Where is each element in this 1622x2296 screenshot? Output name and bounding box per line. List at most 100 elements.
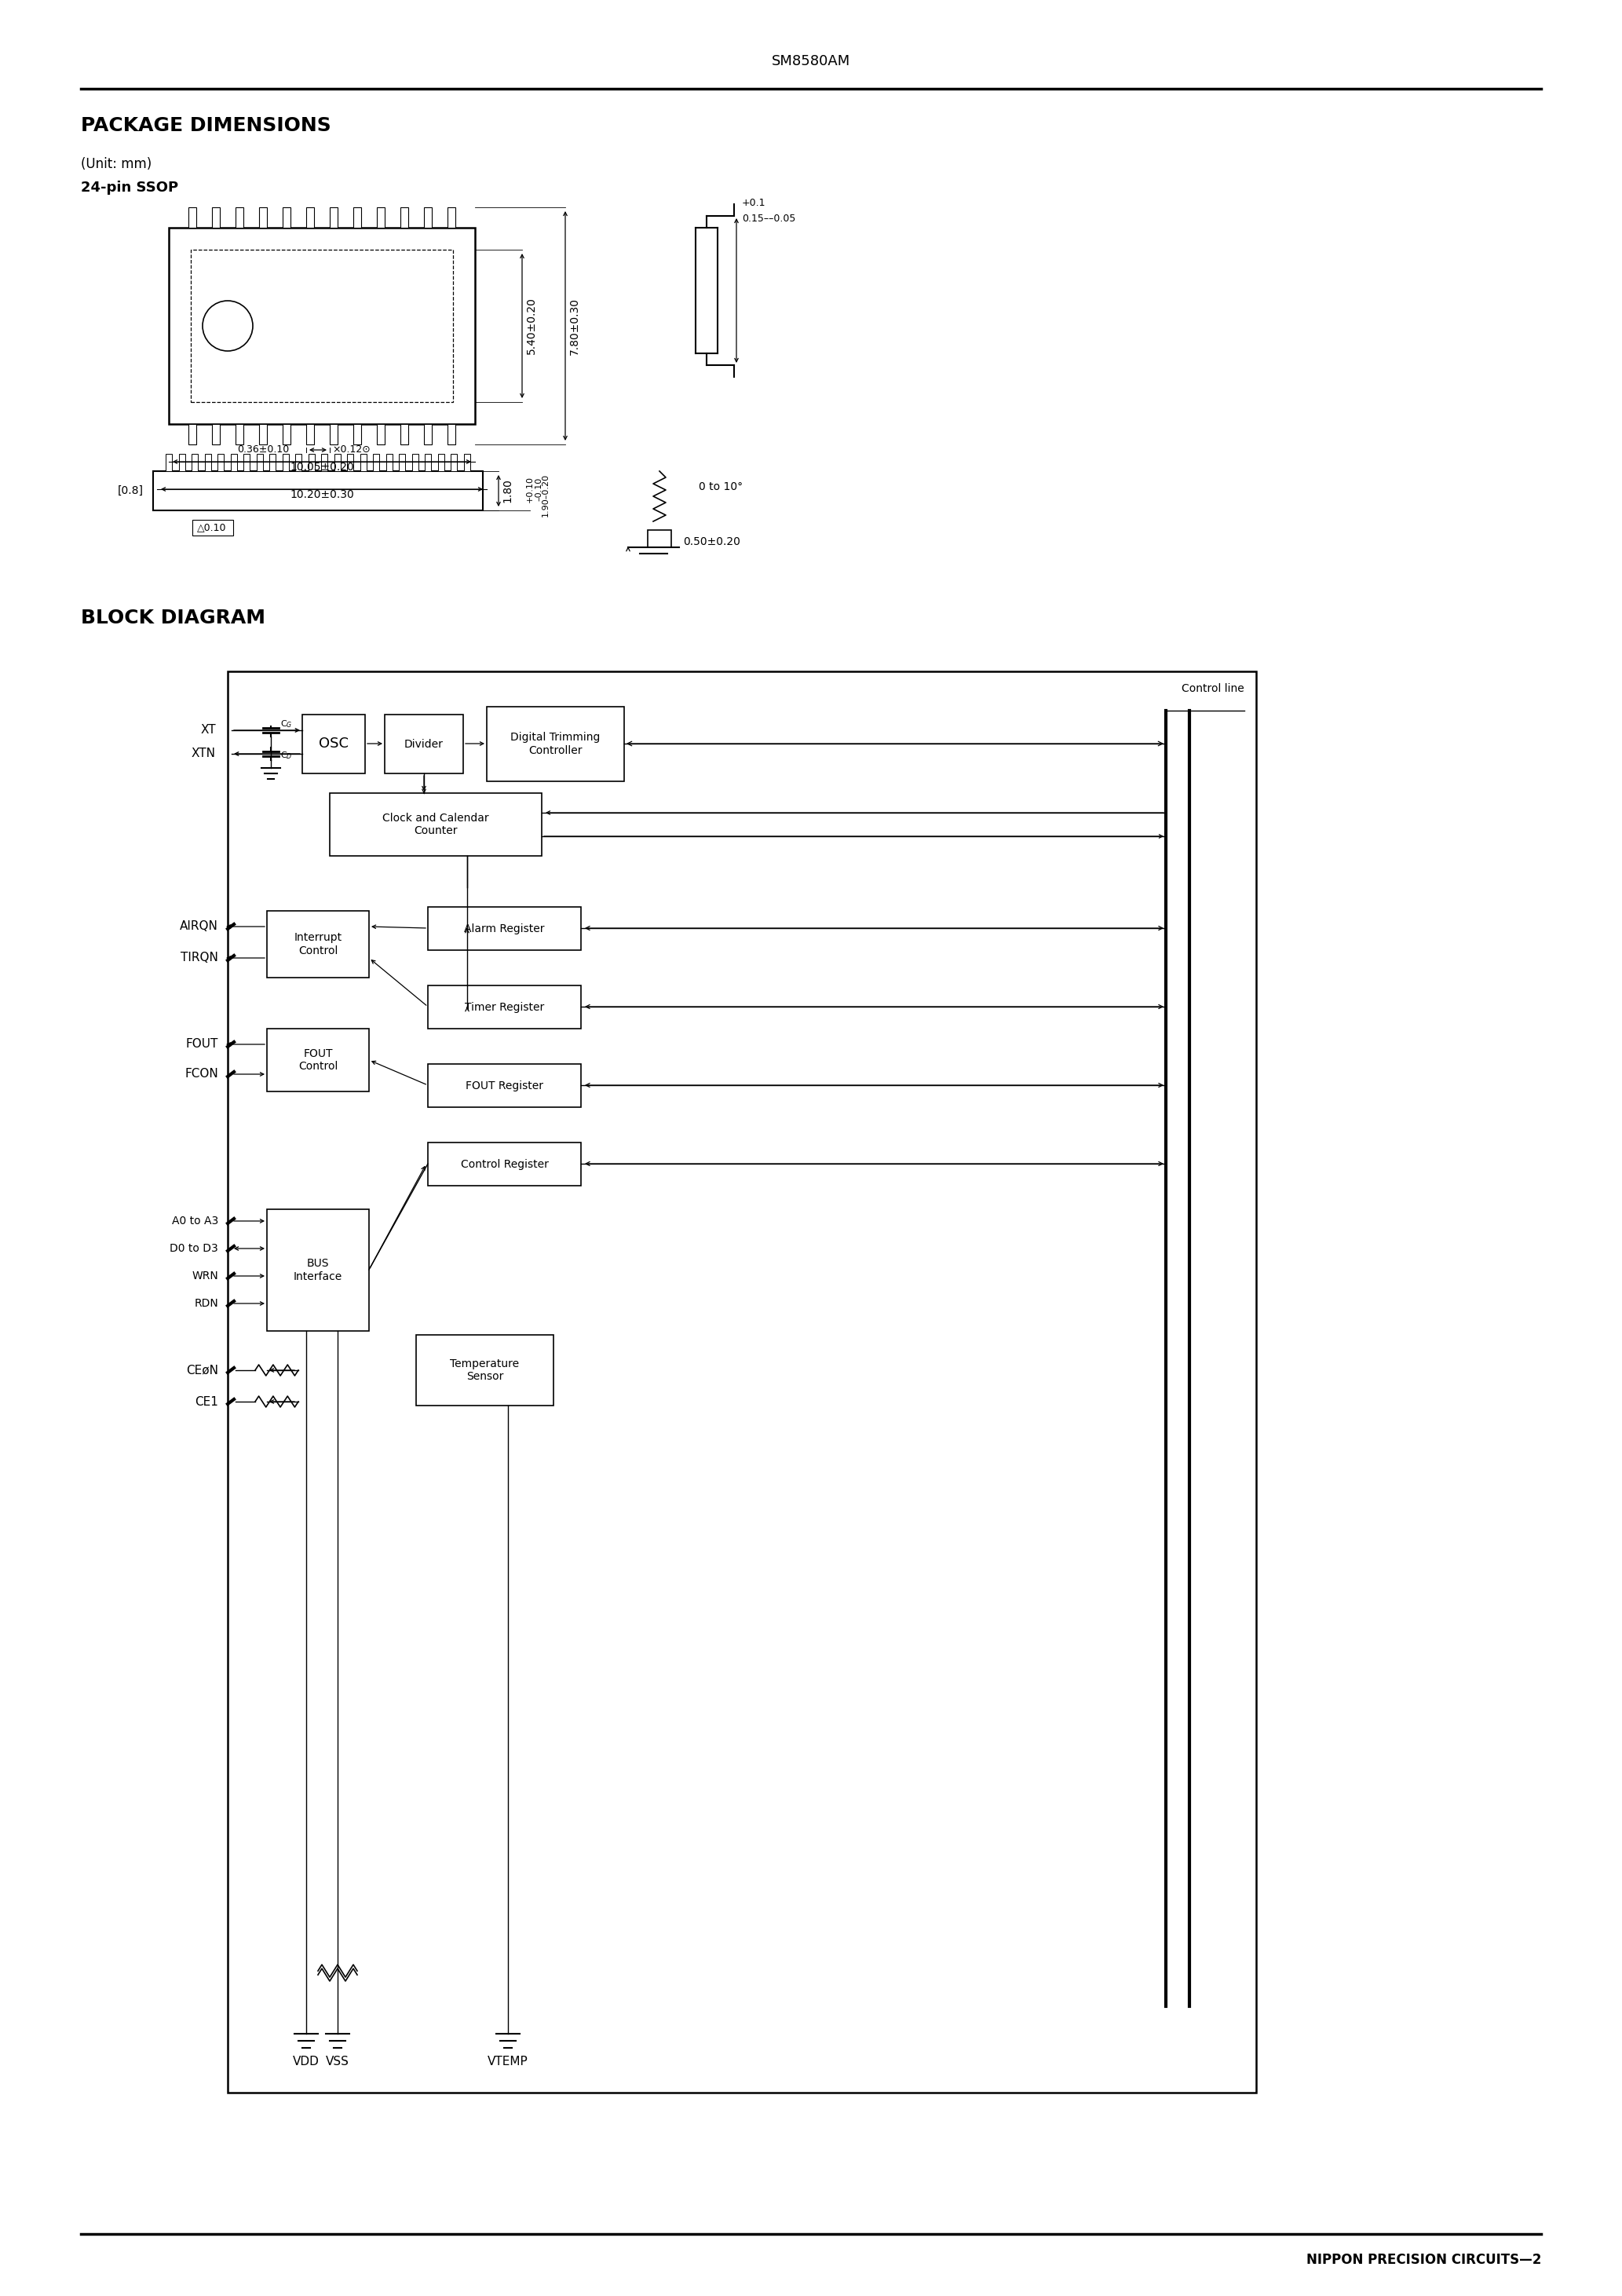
Text: SM8580AM: SM8580AM [772,55,850,69]
Bar [188,207,196,227]
Bar [401,207,409,227]
Bar [464,455,470,471]
Text: 0.36±0.10: 0.36±0.10 [237,445,289,455]
Text: Interrupt
Control: Interrupt Control [294,932,342,955]
Bar [334,455,341,471]
Text: PACKAGE DIMENSIONS: PACKAGE DIMENSIONS [81,117,331,135]
Bar [428,1143,581,1185]
Text: OSC: OSC [320,737,349,751]
Bar [423,425,431,445]
Bar [256,455,263,471]
Bar [428,985,581,1029]
Bar [307,207,315,227]
Bar [165,455,172,471]
Text: AIRQN: AIRQN [180,921,219,932]
Bar [354,207,362,227]
Bar [230,455,237,471]
Bar [217,455,224,471]
Text: XT: XT [201,723,216,737]
Bar [260,425,268,445]
Text: WRN: WRN [191,1270,219,1281]
Bar [384,714,464,774]
Text: VDD: VDD [294,2055,320,2066]
Text: 24-pin SSOP: 24-pin SSOP [81,181,178,195]
Text: 0.50±0.20: 0.50±0.20 [683,537,740,546]
Bar [260,207,268,227]
Bar [282,425,290,445]
Bar [282,455,289,471]
Bar [647,530,672,546]
Text: C$_G$: C$_G$ [281,719,292,730]
Text: FOUT: FOUT [187,1038,219,1049]
Bar [373,455,380,471]
Bar [169,227,475,425]
Text: FOUT Register: FOUT Register [466,1079,543,1091]
Bar [487,707,624,781]
Text: 7.80±0.30: 7.80±0.30 [569,296,581,354]
Bar [376,425,384,445]
Bar [451,455,457,471]
Text: 10.05±0.20: 10.05±0.20 [290,461,354,473]
Bar [188,425,196,445]
Text: Timer Register: Timer Register [464,1001,543,1013]
Bar [307,425,315,445]
Bar [227,670,1255,2092]
Text: D0 to D3: D0 to D3 [170,1242,219,1254]
Circle shape [203,301,253,351]
Text: TIRQN: TIRQN [180,953,219,964]
Text: Temperature
Sensor: Temperature Sensor [451,1359,519,1382]
Bar [438,455,444,471]
Text: Control Register: Control Register [461,1159,548,1169]
Bar [302,714,365,774]
Text: FCON: FCON [185,1068,219,1079]
Text: VTEMP: VTEMP [488,2055,529,2066]
Bar [152,471,483,510]
Bar [204,455,211,471]
Text: CEøN: CEøN [187,1364,219,1375]
Bar [448,425,456,445]
Bar [423,207,431,227]
Bar [268,1210,368,1332]
Bar [329,425,337,445]
Text: 1.80: 1.80 [501,478,513,503]
Bar [448,207,456,227]
Bar [354,425,362,445]
Text: BLOCK DIAGRAM: BLOCK DIAGRAM [81,608,266,627]
Text: Control line: Control line [1182,684,1244,693]
Text: FOUT
Control: FOUT Control [298,1049,337,1072]
Bar [321,455,328,471]
Bar [399,455,406,471]
Text: [0.8]: [0.8] [118,484,144,496]
Text: C$_D$: C$_D$ [281,751,292,760]
Text: 1.90–0.20: 1.90–0.20 [542,473,550,517]
Bar [269,455,276,471]
Text: BUS
Interface: BUS Interface [294,1258,342,1281]
Bar [428,907,581,951]
Text: A0 to A3: A0 to A3 [172,1215,219,1226]
Bar [376,207,384,227]
Bar [308,455,315,471]
Bar [268,912,368,978]
Bar [347,455,354,471]
Bar [178,455,185,471]
Text: 0.15––0.05: 0.15––0.05 [741,214,796,223]
Bar [360,455,367,471]
Bar [417,1334,553,1405]
Bar [412,455,418,471]
Text: XTN: XTN [191,748,216,760]
Bar [329,792,542,856]
Text: Alarm Register: Alarm Register [464,923,545,934]
Bar [235,425,243,445]
Bar [268,1029,368,1091]
Text: 10.20±0.30: 10.20±0.30 [290,489,354,501]
Bar [329,207,337,227]
Text: NIPPON PRECISION CIRCUITS—2: NIPPON PRECISION CIRCUITS—2 [1306,2252,1541,2266]
Text: Digital Trimming
Controller: Digital Trimming Controller [511,732,600,755]
Bar [295,455,302,471]
Bar [193,519,234,535]
Text: VSS: VSS [326,2055,349,2066]
Bar [212,207,221,227]
Bar [401,425,409,445]
Bar [212,425,221,445]
Text: (Unit: mm): (Unit: mm) [81,156,152,172]
